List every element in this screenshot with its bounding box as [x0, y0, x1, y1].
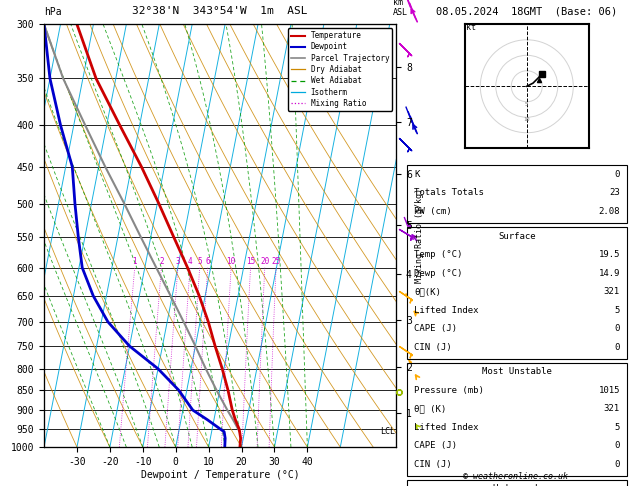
Text: 14.9: 14.9 — [598, 269, 620, 278]
Text: LCL: LCL — [381, 427, 395, 436]
Text: © weatheronline.co.uk: © weatheronline.co.uk — [464, 472, 568, 481]
Text: 19.5: 19.5 — [598, 250, 620, 259]
Text: Totals Totals: Totals Totals — [414, 189, 484, 197]
Text: hPa: hPa — [44, 7, 62, 17]
Text: 0: 0 — [615, 343, 620, 351]
Text: CAPE (J): CAPE (J) — [414, 324, 457, 333]
Text: Hodograph: Hodograph — [493, 485, 541, 486]
Text: CAPE (J): CAPE (J) — [414, 441, 457, 450]
Text: Lifted Index: Lifted Index — [414, 423, 479, 432]
Text: 2.08: 2.08 — [598, 207, 620, 216]
X-axis label: Dewpoint / Temperature (°C): Dewpoint / Temperature (°C) — [141, 469, 299, 480]
Text: 0: 0 — [615, 460, 620, 469]
Text: 5: 5 — [198, 257, 202, 266]
Text: Surface: Surface — [498, 232, 536, 241]
Text: PW (cm): PW (cm) — [414, 207, 452, 216]
Text: 4: 4 — [187, 257, 192, 266]
Text: 10: 10 — [523, 117, 530, 122]
Text: Lifted Index: Lifted Index — [414, 306, 479, 314]
Text: 10: 10 — [226, 257, 236, 266]
Text: θᴇ (K): θᴇ (K) — [414, 404, 446, 413]
Text: 1015: 1015 — [598, 386, 620, 395]
Text: 5: 5 — [525, 102, 528, 107]
Text: Pressure (mb): Pressure (mb) — [414, 386, 484, 395]
Text: Dewp (°C): Dewp (°C) — [414, 269, 462, 278]
Text: 20: 20 — [260, 257, 269, 266]
Text: 23: 23 — [610, 189, 620, 197]
Y-axis label: Mixing Ratio (g/kg): Mixing Ratio (g/kg) — [415, 188, 424, 283]
Legend: Temperature, Dewpoint, Parcel Trajectory, Dry Adiabat, Wet Adiabat, Isotherm, Mi: Temperature, Dewpoint, Parcel Trajectory… — [288, 28, 392, 111]
Text: Most Unstable: Most Unstable — [482, 367, 552, 376]
Text: 321: 321 — [604, 404, 620, 413]
Text: 3: 3 — [175, 257, 180, 266]
Text: 1: 1 — [133, 257, 137, 266]
Text: 0: 0 — [615, 170, 620, 179]
Text: km
ASL: km ASL — [393, 0, 408, 17]
Text: K: K — [414, 170, 420, 179]
Text: 0: 0 — [615, 324, 620, 333]
Text: 5: 5 — [615, 423, 620, 432]
Text: 32°38'N  343°54'W  1m  ASL: 32°38'N 343°54'W 1m ASL — [132, 5, 308, 16]
Text: 6: 6 — [206, 257, 210, 266]
Text: kt: kt — [466, 23, 476, 33]
Text: 15: 15 — [246, 257, 255, 266]
Text: 2: 2 — [159, 257, 164, 266]
Text: Temp (°C): Temp (°C) — [414, 250, 462, 259]
Text: θᴇ(K): θᴇ(K) — [414, 287, 441, 296]
Text: 08.05.2024  18GMT  (Base: 06): 08.05.2024 18GMT (Base: 06) — [437, 7, 618, 17]
Text: CIN (J): CIN (J) — [414, 343, 452, 351]
Text: 5: 5 — [615, 306, 620, 314]
Text: 25: 25 — [272, 257, 281, 266]
Text: 0: 0 — [615, 441, 620, 450]
Text: CIN (J): CIN (J) — [414, 460, 452, 469]
Text: 321: 321 — [604, 287, 620, 296]
